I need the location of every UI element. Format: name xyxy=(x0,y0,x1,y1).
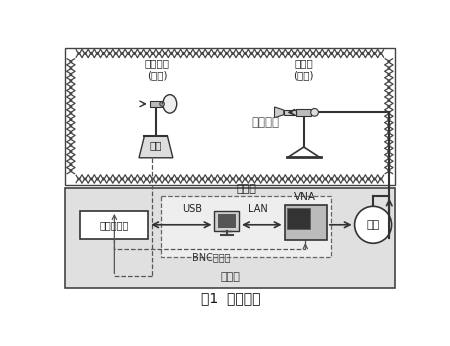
Bar xyxy=(81,211,148,239)
Bar xyxy=(65,188,395,288)
Text: 源天线
(发射): 源天线 (发射) xyxy=(293,58,314,80)
Circle shape xyxy=(355,206,392,243)
Bar xyxy=(65,48,395,185)
Text: VNA: VNA xyxy=(294,192,316,202)
Bar xyxy=(284,110,296,115)
Text: 微波暗室: 微波暗室 xyxy=(251,116,279,129)
Bar xyxy=(296,109,311,116)
Bar xyxy=(76,58,384,174)
Bar xyxy=(215,211,239,231)
Ellipse shape xyxy=(163,95,177,113)
Bar xyxy=(162,195,331,257)
Text: 转台控制箱: 转台控制箱 xyxy=(99,220,129,230)
Text: 功放: 功放 xyxy=(366,220,380,230)
Bar xyxy=(217,214,236,228)
Text: 控制室: 控制室 xyxy=(220,272,241,282)
Text: LAN: LAN xyxy=(248,203,267,213)
Text: 转台: 转台 xyxy=(150,140,162,151)
Bar xyxy=(287,208,310,229)
Bar xyxy=(150,101,162,107)
Text: 计算机: 计算机 xyxy=(236,184,256,194)
Bar xyxy=(284,205,327,240)
Text: USB: USB xyxy=(182,203,202,213)
Text: 图1  系统组成: 图1 系统组成 xyxy=(201,291,261,305)
Text: BNC同轴线: BNC同轴线 xyxy=(192,252,231,262)
Circle shape xyxy=(160,102,164,106)
Text: 待测天线
(接收): 待测天线 (接收) xyxy=(145,58,170,80)
Polygon shape xyxy=(139,136,173,158)
Circle shape xyxy=(310,109,319,116)
Polygon shape xyxy=(274,107,284,118)
